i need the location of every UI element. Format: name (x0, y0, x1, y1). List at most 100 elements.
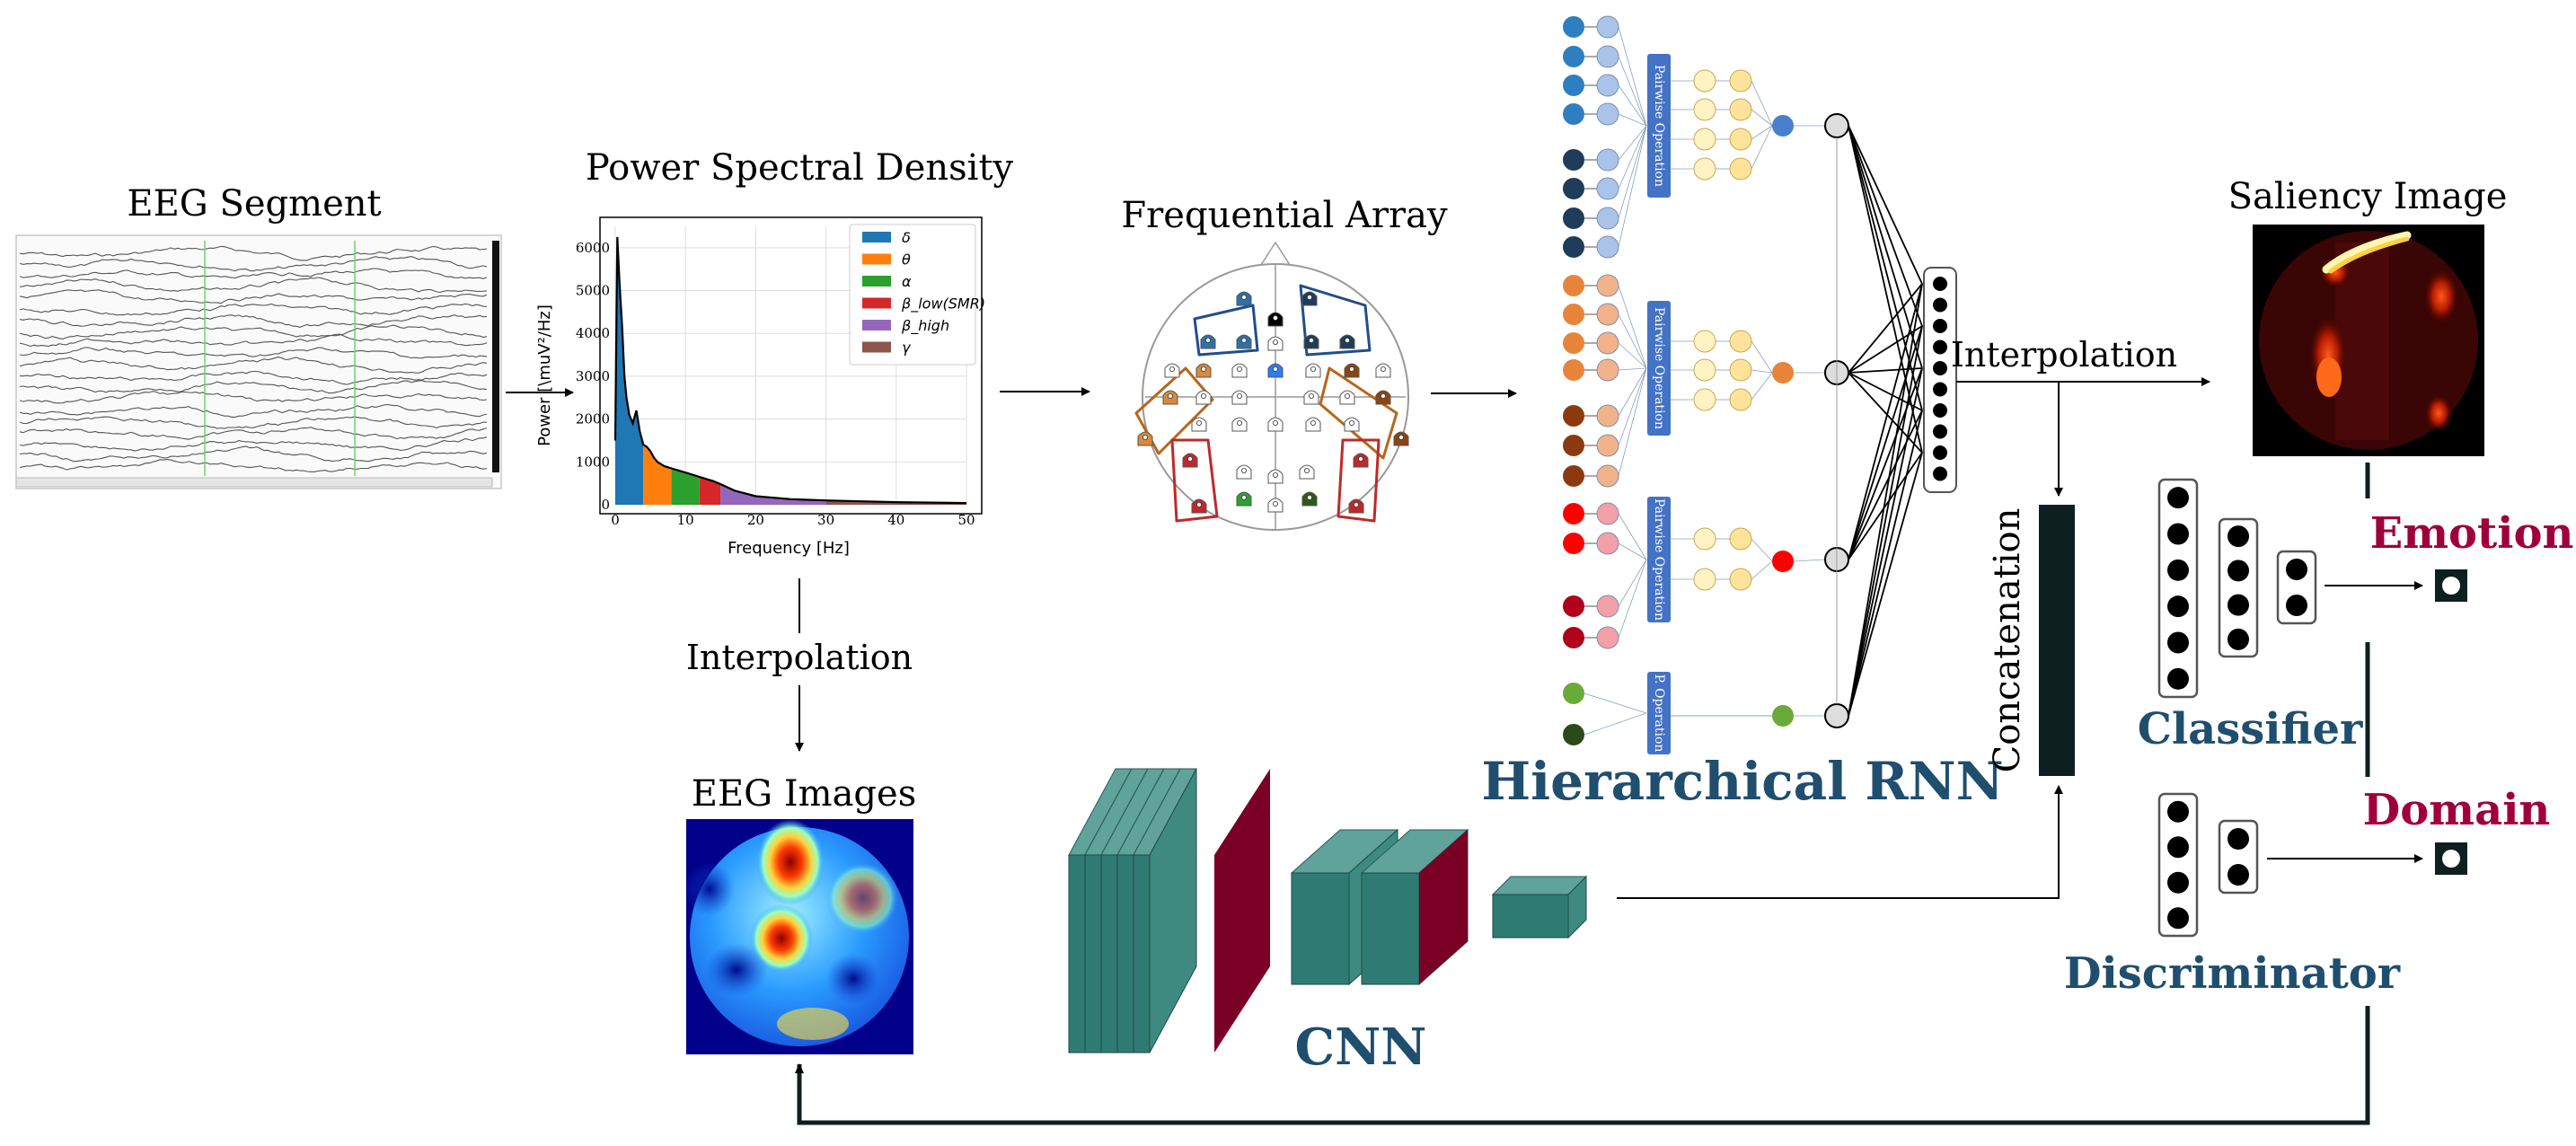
classifier-discriminator (2157, 478, 2467, 938)
rnn-dense-edge (1848, 367, 1923, 374)
electrode-dot (1241, 294, 1248, 300)
rnn-input-node (1563, 103, 1584, 125)
rnn-input-node (1563, 359, 1584, 381)
psd-ytick-label: 3000 (576, 368, 610, 384)
rnn-input-node (1563, 435, 1584, 456)
head-neuron (2167, 907, 2189, 930)
rnn-edge (1751, 125, 1773, 170)
eeg-channel-trace (19, 416, 488, 429)
rnn-edge (1618, 559, 1647, 639)
rnn-input-node (1563, 149, 1584, 171)
head-neuron (2228, 828, 2249, 850)
electrode-dot (1142, 434, 1149, 440)
rnn-hidden-node (1596, 74, 1619, 97)
interpolation-label-2: Interpolation (1951, 335, 2177, 375)
electrode-dot (1345, 392, 1351, 399)
psd-ytick-label: 1000 (576, 454, 610, 470)
cnn-layer-1-face (1214, 769, 1270, 1053)
rnn-dense-edge (1848, 125, 1923, 454)
eeg-scrollbar[interactable] (492, 241, 499, 472)
psd-xlabel: Frequency [Hz] (728, 539, 850, 558)
psd-xtick-label: 20 (747, 512, 764, 528)
rnn-hidden-node (1596, 303, 1619, 326)
electrode-dot (1205, 337, 1212, 343)
eeg-channel-trace (19, 391, 488, 404)
psd-legend-swatch (862, 232, 891, 242)
rnn-dense-edge (1848, 125, 1923, 285)
rnn-dense-edge (1848, 125, 1923, 369)
electrode-dot (1307, 294, 1313, 300)
eeg-channel-trace (19, 436, 488, 452)
rnn-edge (1751, 80, 1773, 127)
head-neuron (2167, 836, 2189, 859)
head-column (2157, 478, 2199, 699)
rnn-memory-cell (1933, 361, 1947, 375)
head-column (2218, 517, 2259, 658)
rnn-input-node (1563, 724, 1584, 745)
rnn-dense-edge (1848, 452, 1923, 717)
rnn-layer-node (1693, 98, 1716, 121)
rnn-hidden-node (1596, 404, 1619, 428)
rnn-hidden-node (1596, 464, 1619, 488)
rnn-region-node (1772, 551, 1794, 572)
electrode-dot (1273, 339, 1279, 345)
psd-ylabel: Power [\muV²/Hz] (535, 304, 554, 446)
rnn-edge (1751, 369, 1773, 374)
cnn-block (1068, 768, 1588, 1053)
psd-chart: Power Spectral Density 0 10 20 30 40 50 0 1000 2… (535, 147, 1014, 558)
electrode-dot (1358, 455, 1364, 462)
rnn-layer-node (1693, 330, 1716, 353)
electrode-dot (1381, 366, 1387, 372)
psd-ticks: 0 10 20 30 40 50 0 1000 2000 3000 4000 5000 6000 (576, 240, 975, 528)
head-neuron (2167, 487, 2189, 509)
rnn-hidden-node (1596, 15, 1619, 39)
head-neuron (2286, 595, 2307, 616)
rnn-edge (1618, 559, 1647, 607)
rnn-layer-node (1729, 358, 1752, 382)
rnn-dense-edge (1848, 372, 1923, 411)
electrode-dot (1273, 366, 1279, 372)
saliency-title: Saliency Image (2228, 176, 2508, 217)
rnn-op-box (1647, 497, 1671, 622)
rnn-dense-edge (1848, 325, 1923, 374)
rnn-dense-edge (1848, 410, 1923, 560)
rnn-edge (1751, 125, 1773, 140)
rnn-edge (1618, 125, 1647, 161)
rnn-hidden-node (1596, 235, 1619, 259)
rnn-input-node (1563, 16, 1584, 38)
eeg-segment-title: EEG Segment (127, 183, 381, 225)
cnn-label: CNN (1295, 1018, 1427, 1077)
psd-ytick-label: 6000 (576, 240, 610, 256)
rnn-region-node (1772, 362, 1794, 383)
cnn-layer-1-side (1149, 768, 1197, 1053)
electrode-dot (1349, 419, 1355, 426)
head-neuron (2167, 523, 2189, 545)
electrode-dot (1201, 366, 1207, 372)
rnn-layer-node (1729, 157, 1752, 181)
psd-title: Power Spectral Density (586, 147, 1014, 189)
rnn-memory-cell (1933, 445, 1947, 460)
rnn-hidden-node (1596, 274, 1619, 297)
rnn-edge (1618, 367, 1647, 446)
psd-xtick-label: 40 (887, 512, 904, 528)
head-neuron (2228, 560, 2249, 582)
head-neuron (2228, 864, 2249, 886)
eeg-channel-trace (19, 245, 488, 261)
electrode-dot (1304, 468, 1310, 474)
head-neuron (2167, 800, 2189, 823)
rnn-layer-node (1729, 98, 1752, 121)
rnn-input-node (1563, 503, 1584, 525)
rnn-layer-node (1729, 568, 1752, 591)
psd-ytick-label: 4000 (576, 325, 610, 341)
electrode-dot (1241, 495, 1248, 501)
electrode-dot (1273, 314, 1279, 321)
rnn-memory-cell (1933, 403, 1947, 418)
rnn-edge (1751, 560, 1773, 580)
cnn-layer-2-front (1361, 872, 1420, 985)
rnn-edge (1618, 125, 1647, 190)
electrode-dot (1381, 392, 1387, 399)
electrode-dot (1273, 472, 1279, 479)
eeg-channel-trace (19, 268, 488, 279)
rnn-memory-cell (1933, 339, 1947, 355)
psd-band-α (671, 468, 700, 505)
